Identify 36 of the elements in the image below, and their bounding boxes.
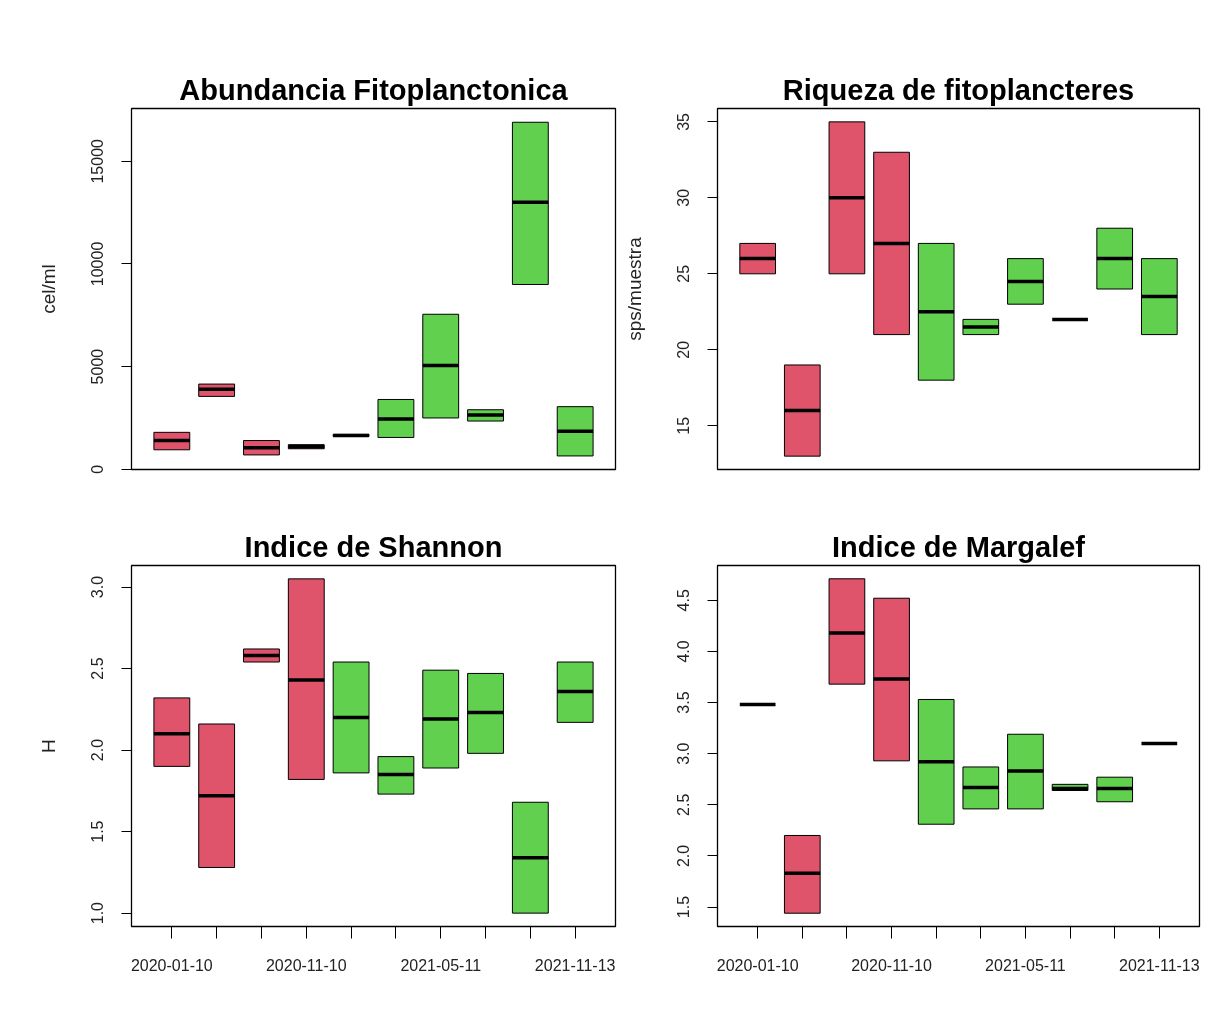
y-tick-label: 5000 bbox=[89, 348, 107, 385]
y-tick-label: 4.0 bbox=[675, 640, 693, 663]
y-tick-label: 15000 bbox=[89, 138, 107, 184]
y-tick-label: 30 bbox=[675, 188, 693, 207]
y-axis-title: H bbox=[37, 739, 59, 753]
y-tick-label: 3.0 bbox=[89, 575, 107, 599]
chart-title: Riqueza de fitoplancteres bbox=[782, 73, 1135, 106]
y-tick-label: 2.5 bbox=[89, 657, 107, 680]
x-tick-label: 2021-05-11 bbox=[985, 956, 1066, 974]
y-tick-label: 1.0 bbox=[89, 901, 107, 925]
x-tick-label: 2020-01-10 bbox=[716, 956, 799, 974]
x-tick-label: 2021-11-13 bbox=[534, 956, 616, 974]
y-axis-title: cel/ml bbox=[37, 264, 59, 314]
chart-title: Indice de Margalef bbox=[831, 530, 1086, 563]
y-axis-title: sps/muestra bbox=[623, 236, 645, 341]
y-tick-label: 15 bbox=[675, 416, 693, 435]
x-tick-label: 2020-11-10 bbox=[265, 956, 347, 974]
y-tick-label: 0 bbox=[89, 464, 107, 474]
y-tick-label: 3.5 bbox=[675, 691, 693, 714]
y-tick-label: 10000 bbox=[89, 241, 107, 287]
x-tick-label: 2021-11-13 bbox=[1119, 956, 1200, 974]
x-tick-label: 2020-11-10 bbox=[851, 956, 932, 974]
y-tick-label: 2.0 bbox=[675, 844, 693, 868]
y-tick-label: 2.0 bbox=[89, 738, 107, 762]
y-tick-label: 4.5 bbox=[675, 589, 693, 612]
chart-title: Abundancia Fitoplanctonica bbox=[179, 73, 569, 106]
y-tick-label: 20 bbox=[675, 340, 693, 359]
chart-title: Indice de Shannon bbox=[244, 530, 503, 563]
y-tick-label: 3.0 bbox=[675, 742, 693, 765]
x-tick-label: 2021-05-11 bbox=[400, 956, 482, 974]
y-tick-label: 25 bbox=[675, 264, 693, 283]
y-tick-label: 1.5 bbox=[675, 895, 693, 919]
y-tick-label: 1.5 bbox=[89, 820, 107, 843]
y-tick-label: 35 bbox=[675, 112, 693, 131]
x-tick-label: 2020-01-10 bbox=[130, 956, 213, 974]
y-tick-label: 2.5 bbox=[675, 793, 693, 816]
